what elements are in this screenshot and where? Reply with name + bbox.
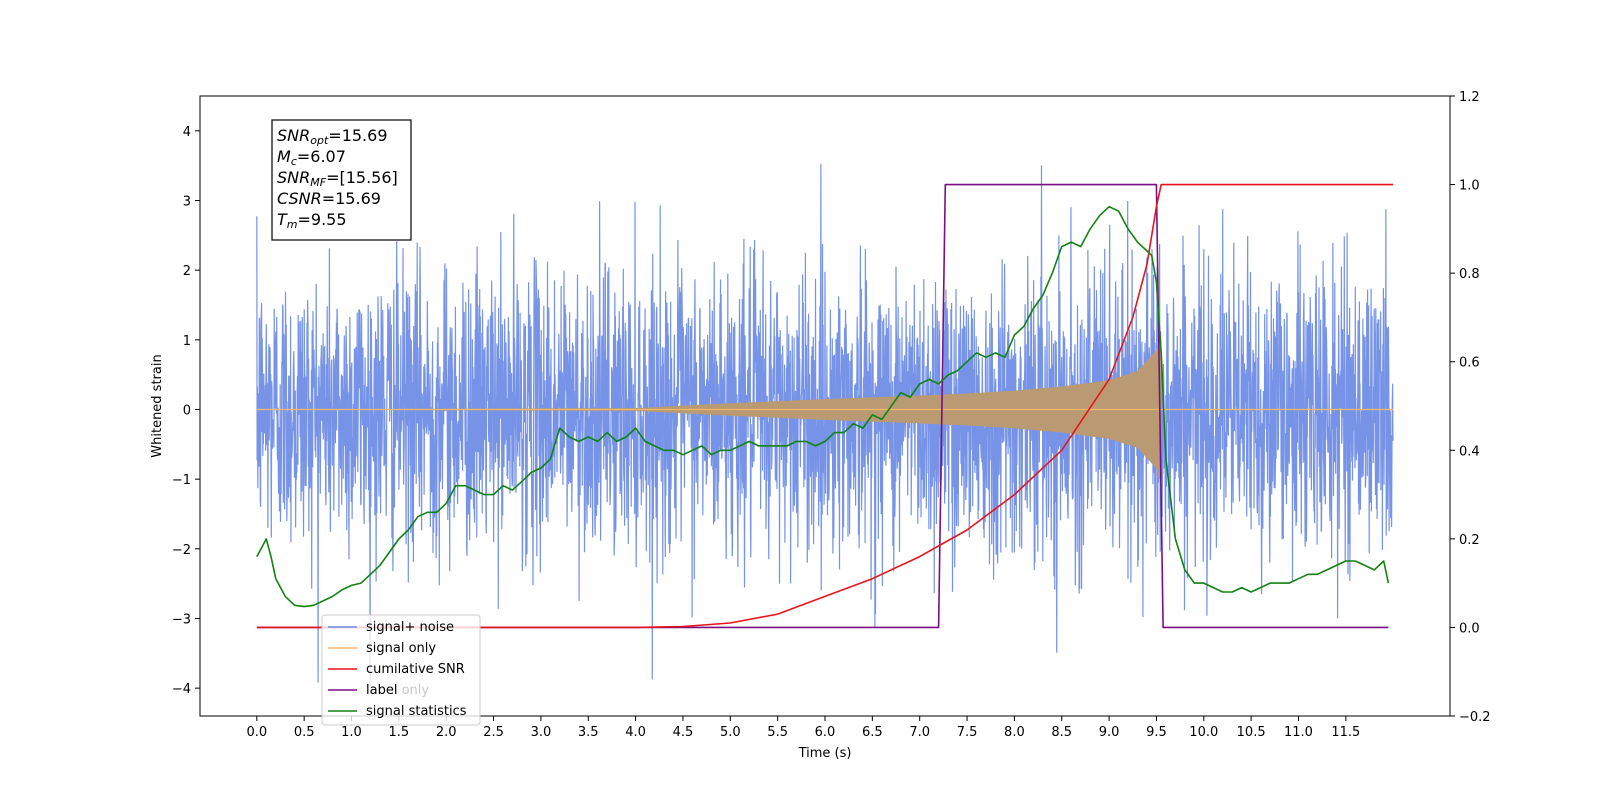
y-tick-label: −1: [172, 473, 191, 488]
annotation-box: SNRopt=15.69Mc=6.07SNRMF=[15.56]CSNR=15.…: [271, 119, 412, 241]
x-tick-label: 1.0: [341, 725, 362, 740]
x-tick-label: 5.5: [767, 725, 788, 740]
y2-tick-label: 1.2: [1459, 90, 1480, 105]
y-tick-label: −3: [172, 612, 191, 627]
annotation-line: CSNR=15.69: [277, 189, 381, 208]
annotation-line: Tm=9.55: [277, 210, 347, 231]
legend-items: signal+ noise signal only cumilative SNR la…: [328, 620, 467, 719]
x-tick-label: 10.5: [1237, 725, 1266, 740]
x-tick-label: 0.5: [294, 725, 315, 740]
series-signal-statistics: [256, 205, 1390, 608]
series-signal-noise: [256, 164, 1394, 683]
x-tick-label: 11.5: [1331, 725, 1360, 740]
x-tick-label: 7.5: [957, 725, 978, 740]
x-tick-label: 4.5: [673, 725, 694, 740]
legend-label: signal statistics: [366, 704, 467, 719]
x-tick-label: 3.0: [531, 725, 552, 740]
x-tick-label: 2.5: [483, 725, 504, 740]
x-tick-label: 9.0: [1099, 725, 1120, 740]
x-tick-label: 10.0: [1189, 725, 1218, 740]
y-tick-label: −4: [172, 682, 191, 697]
annotation-frame: [271, 119, 412, 241]
legend: label only signal+ noise signal only cumil…: [321, 614, 481, 726]
x-axis-label: Time (s): [798, 746, 852, 761]
x-tick-label: 7.0: [909, 725, 930, 740]
y2-tick-label: 0.0: [1459, 621, 1480, 636]
series-cumulative-snr: [256, 183, 1394, 629]
x-axis: 0.0 0.5 1.0 1.5 2.0 2.5 3.0 3.5 4.0 4.5 5.0 5.5 6.0 6…: [246, 716, 1360, 740]
x-tick-label: 6.5: [862, 725, 883, 740]
y-axis-label: Whitened strain: [150, 354, 165, 457]
x-tick-label: 0.0: [246, 725, 267, 740]
x-tick-label: 8.0: [1004, 725, 1025, 740]
y2-tick-label: −0.2: [1459, 710, 1491, 725]
x-tick-label: 1.5: [389, 725, 410, 740]
series-layer: [256, 164, 1394, 683]
x-tick-label: 11.0: [1284, 725, 1313, 740]
x-tick-label: 6.0: [815, 725, 836, 740]
y-tick-label: 4: [183, 125, 191, 140]
y2-tick-label: 0.2: [1459, 533, 1480, 548]
x-tick-label: 8.5: [1051, 725, 1072, 740]
y-tick-label: 3: [183, 194, 191, 209]
x-tick-label: 2.0: [436, 725, 457, 740]
y2-tick-label: 0.4: [1459, 444, 1480, 459]
annotation-line: SNRMF=[15.56]: [277, 168, 398, 189]
y2-tick-label: 0.8: [1459, 267, 1480, 282]
x-tick-label: 3.5: [578, 725, 599, 740]
y2-tick-label: 0.6: [1459, 356, 1480, 371]
legend-frame: [321, 614, 481, 726]
y-tick-label: 2: [183, 264, 191, 279]
y-tick-label: −2: [172, 543, 191, 558]
series-label: [256, 183, 1389, 629]
y-tick-label: 1: [183, 334, 191, 349]
legend-label: cumilative SNR: [366, 662, 465, 677]
y-tick-label: 0: [183, 403, 191, 418]
y-axis-right: −0.2 0.0 0.2 0.4 0.6 0.8 1.0 1.2: [1450, 90, 1491, 725]
annotation-lines: SNRopt=15.69Mc=6.07SNRMF=[15.56]CSNR=15.…: [277, 126, 398, 231]
x-tick-label: 9.5: [1146, 725, 1167, 740]
annotation-line: Mc=6.07: [277, 147, 346, 168]
y-axis-left: −4 −3 −2 −1 0 1 2 3 4: [172, 125, 200, 697]
annotation-line: SNRopt=15.69: [277, 126, 388, 147]
y2-tick-label: 1.0: [1459, 179, 1480, 194]
legend-label: signal only: [366, 641, 436, 656]
legend-label: label: [366, 683, 397, 698]
x-tick-label: 5.0: [720, 725, 741, 740]
legend-hidden-text: label only: [366, 683, 429, 698]
legend-label: signal+ noise: [366, 620, 454, 635]
x-tick-label: 4.0: [625, 725, 646, 740]
